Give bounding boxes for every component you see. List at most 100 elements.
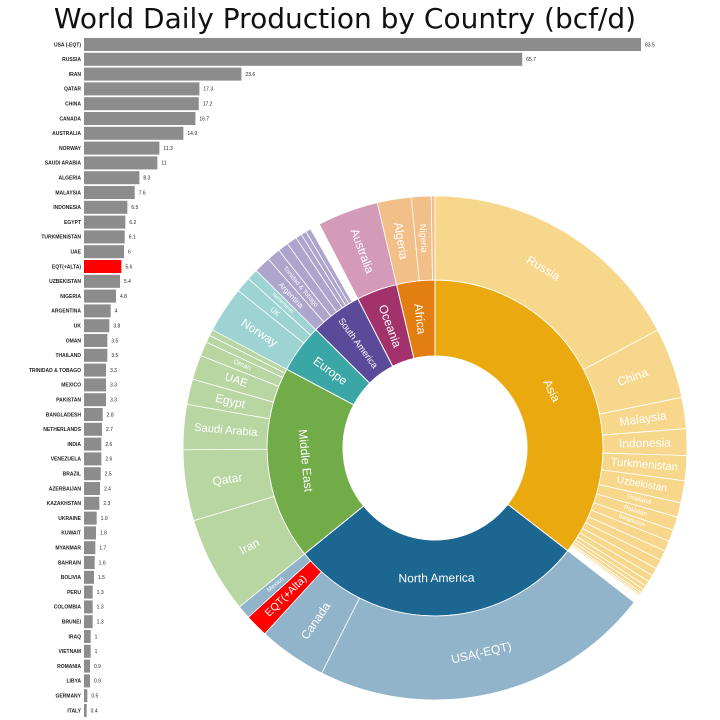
label-region-africa: Africa (411, 303, 428, 335)
value-label: 2.4 (104, 486, 111, 492)
bar-brunei (84, 615, 93, 629)
value-label: 11.3 (163, 146, 173, 152)
bar-uzbekistan (84, 274, 121, 288)
category-label: CANADA (59, 116, 81, 122)
category-label: IRAN (69, 72, 82, 78)
category-label: ROMANIA (57, 664, 81, 670)
category-label: UKRAINE (58, 516, 81, 522)
value-label: 6.5 (131, 205, 138, 211)
bar-uae (84, 245, 125, 259)
value-label: 2.6 (105, 442, 112, 448)
label-algeria: Algeria (391, 221, 411, 260)
bar-romania (84, 659, 90, 673)
category-label: NETHERLANDS (43, 427, 81, 433)
bar-norway (84, 141, 160, 155)
category-label: VIETNAM (59, 649, 82, 655)
value-label: 2.3 (103, 501, 110, 507)
bar-indonesia (84, 200, 128, 214)
category-label: VENEZUELA (51, 457, 82, 463)
label-region-north-america: North America (398, 571, 475, 586)
category-label: SAUDI ARABIA (45, 161, 82, 167)
value-label: 7.6 (139, 190, 146, 196)
value-label: 1.5 (98, 575, 105, 581)
category-label: KUWAIT (61, 531, 81, 537)
value-label: 17.2 (203, 102, 213, 108)
label-malaysia: Malaysia (619, 408, 668, 429)
country-libya (430, 195, 436, 281)
bar-kuwait (84, 526, 97, 540)
category-label: ARGENTINA (51, 309, 81, 315)
bar-russia (84, 52, 523, 66)
bar-uk (84, 319, 110, 333)
value-label: 2.6 (105, 457, 112, 463)
bar-vietnam (84, 644, 91, 658)
bar-bangladesh (84, 408, 103, 421)
value-label: 1.3 (97, 590, 104, 596)
category-label: MYANMAR (55, 546, 81, 552)
category-label: BOLIVIA (61, 575, 82, 581)
value-label: 83.5 (645, 42, 655, 48)
sunburst-chart: RussiaChinaMalaysiaIndonesiaTurkmenistan… (182, 195, 688, 701)
value-label: 6 (128, 250, 131, 256)
category-label: UAE (70, 250, 81, 256)
category-label: TRINIDAD & TOBAGO (29, 368, 81, 374)
value-label: 1 (95, 649, 98, 655)
bar-italy (84, 704, 87, 717)
value-label: 1.3 (97, 605, 104, 611)
category-label: EGYPT (64, 220, 81, 226)
bar-peru (84, 585, 93, 599)
bar-trinidad-tobago (84, 363, 107, 377)
category-label: NIGERIA (60, 294, 81, 300)
category-label: CHINA (65, 102, 81, 108)
bar-germany (84, 689, 88, 703)
value-label: 11 (161, 161, 166, 167)
bar-australia (84, 126, 184, 140)
bar-eqt-alta- (84, 260, 122, 273)
category-label: COLOMBIA (54, 605, 82, 611)
category-label: AUSTRALIA (52, 131, 81, 137)
bar-azerbaijan (84, 482, 101, 495)
bar-myanmar (84, 541, 96, 555)
label-saudi-arabia: Saudi Arabia (194, 422, 259, 439)
category-label: NORWAY (59, 146, 82, 152)
value-label: 1.3 (97, 620, 104, 626)
category-label: RUSSIA (62, 57, 81, 63)
category-label: UZBEKISTAN (49, 279, 81, 285)
category-label: BAHRAIN (58, 560, 81, 566)
bar-netherlands (84, 422, 103, 436)
category-label: BRUNEI (62, 620, 82, 626)
value-label: 1 (95, 634, 98, 640)
value-label: 4 (115, 309, 118, 315)
value-label: 1.7 (99, 546, 106, 552)
value-label: 5.4 (124, 279, 131, 285)
value-label: 1.8 (100, 531, 107, 537)
value-label: 6.1 (129, 235, 136, 241)
value-label: 0.4 (91, 708, 98, 714)
bar-venezuela (84, 452, 102, 466)
bar-ukraine (84, 511, 97, 525)
label-region-middle-east: Middle East (296, 429, 316, 493)
category-label: USA (-EQT) (54, 42, 81, 48)
category-label: ALGERIA (59, 176, 82, 182)
bar-qatar (84, 82, 200, 96)
value-label: 23.6 (245, 72, 255, 78)
bar-egypt (84, 215, 126, 229)
bar-oman (84, 334, 108, 347)
value-label: 3.3 (110, 368, 117, 374)
value-label: 3.8 (113, 324, 120, 330)
bar-colombia (84, 600, 93, 614)
category-label: BANGLADESH (46, 412, 82, 418)
bar-argentina (84, 304, 111, 318)
category-label: IRAQ (69, 634, 82, 640)
bar-china (84, 97, 199, 111)
category-label: ITALY (67, 708, 81, 714)
bar-kazakhstan (84, 496, 100, 510)
country-italy (570, 544, 641, 597)
bar-pakistan (84, 393, 107, 407)
value-label: 3.3 (110, 398, 117, 404)
bar-libya (84, 674, 90, 688)
category-label: LIBYA (66, 679, 81, 685)
category-label: INDONESIA (53, 205, 81, 211)
value-label: 0.9 (94, 679, 101, 685)
